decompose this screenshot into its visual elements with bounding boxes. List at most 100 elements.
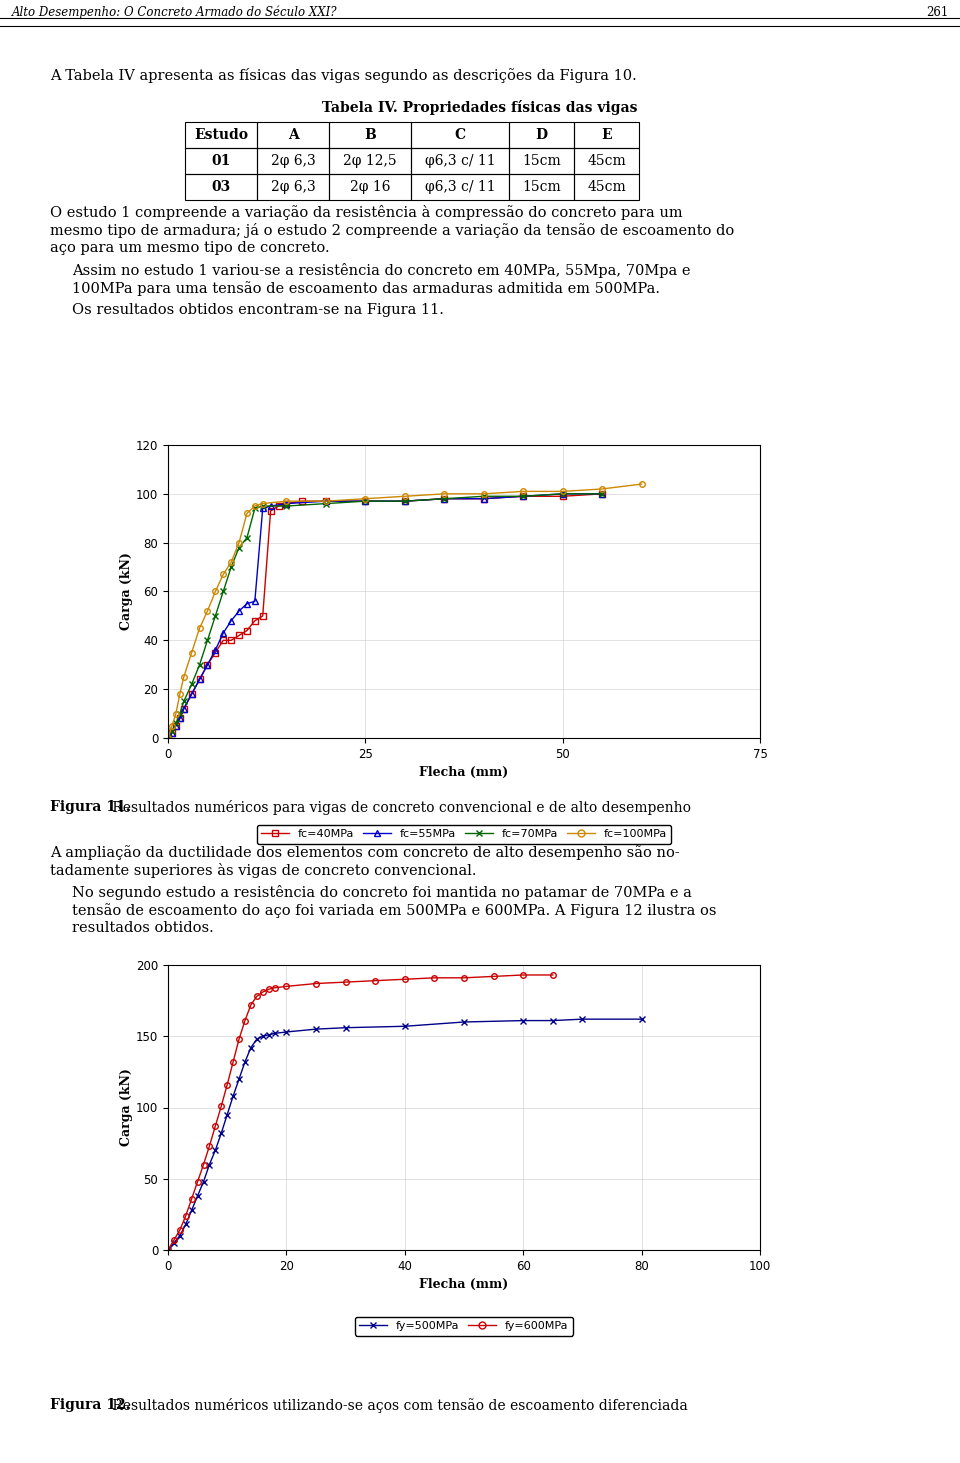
fc=100MPa [209, 582, 221, 600]
Bar [185, 121, 257, 148]
fy=600MPa [198, 1156, 209, 1173]
Text: A ampliação da ductilidade dos elementos com concreto de alto desempenho são no-: A ampliação da ductilidade dos elementos… [50, 846, 680, 860]
fc=100MPa [399, 487, 411, 505]
fy=600MPa [399, 970, 411, 988]
fc=100MPa [439, 486, 450, 503]
fy=500MPa [636, 1011, 647, 1028]
fy=500MPa [215, 1125, 228, 1143]
Bar [509, 121, 574, 148]
fy=600MPa [239, 1012, 251, 1030]
Bar [185, 174, 257, 200]
fy=500MPa [239, 1053, 251, 1071]
Legend: fy=500MPa, fy=600MPa: fy=500MPa, fy=600MPa [355, 1317, 573, 1336]
Bar [574, 148, 639, 174]
fy=600MPa [488, 967, 499, 985]
Bar [257, 148, 329, 174]
fc=55MPa [186, 685, 198, 702]
Bar [257, 174, 329, 200]
fy=500MPa [204, 1156, 215, 1173]
fc=55MPa [249, 593, 260, 610]
fc=40MPa [273, 497, 284, 515]
Text: Alto Desempenho: O Concreto Armado do Século XXI?: Alto Desempenho: O Concreto Armado do Sé… [12, 6, 338, 19]
fc=70MPa [202, 632, 213, 650]
fc=100MPa [226, 553, 237, 571]
Line: fy=600MPa: fy=600MPa [165, 973, 556, 1252]
fc=100MPa [170, 705, 181, 723]
Text: resultados obtidos.: resultados obtidos. [72, 922, 214, 935]
fc=100MPa [320, 493, 331, 511]
fy=500MPa [222, 1106, 233, 1124]
fc=70MPa [174, 705, 185, 723]
Text: 261: 261 [925, 6, 948, 19]
fc=70MPa [241, 530, 252, 547]
fc=70MPa [226, 559, 237, 576]
Text: E: E [601, 127, 612, 142]
fy=500MPa [252, 1030, 263, 1048]
fc=100MPa [596, 480, 608, 497]
fc=55MPa [517, 487, 529, 505]
Line: fc=55MPa: fc=55MPa [165, 492, 605, 740]
Text: A Tabela IV apresenta as físicas das vigas segundo as descrições da Figura 10.: A Tabela IV apresenta as físicas das vig… [50, 67, 636, 83]
Bar [411, 174, 509, 200]
fc=70MPa [596, 486, 608, 503]
fy=500MPa [228, 1087, 239, 1105]
fy=600MPa [252, 988, 263, 1005]
fc=40MPa [202, 655, 213, 673]
fc=40MPa [166, 724, 178, 742]
Bar [257, 121, 329, 148]
fy=500MPa [233, 1071, 245, 1088]
fc=40MPa [557, 487, 568, 505]
Text: No segundo estudo a resistência do concreto foi mantida no patamar de 70MPa e a: No segundo estudo a resistência do concr… [72, 885, 692, 900]
fc=40MPa [186, 685, 198, 702]
fc=100MPa [636, 475, 647, 493]
fy=600MPa [517, 966, 529, 983]
fc=70MPa [186, 676, 198, 693]
fy=600MPa [257, 983, 269, 1001]
fc=40MPa [209, 644, 221, 661]
fc=70MPa [233, 538, 245, 556]
fc=40MPa [360, 493, 372, 511]
fc=100MPa [233, 534, 245, 552]
fc=40MPa [399, 493, 411, 511]
fc=100MPa [478, 486, 490, 503]
fc=55MPa [166, 724, 178, 742]
Bar [574, 174, 639, 200]
fc=55MPa [233, 603, 245, 620]
Bar [411, 148, 509, 174]
fy=600MPa [174, 1222, 185, 1239]
fc=55MPa [174, 710, 185, 727]
fc=55MPa [360, 493, 372, 511]
fc=55MPa [478, 490, 490, 508]
Text: A: A [288, 127, 299, 142]
fc=40MPa [265, 502, 276, 519]
Text: 2φ 6,3: 2φ 6,3 [271, 180, 316, 195]
Text: 100MPa para uma tensão de escoamento das armaduras admitida em 500MPa.: 100MPa para uma tensão de escoamento das… [72, 281, 660, 296]
Text: 2φ 12,5: 2φ 12,5 [343, 154, 396, 168]
Text: 2φ 16: 2φ 16 [349, 180, 391, 195]
fc=70MPa [399, 493, 411, 511]
fy=600MPa [186, 1189, 198, 1207]
Text: Tabela IV. Propriedades físicas das vigas: Tabela IV. Propriedades físicas das viga… [323, 99, 637, 116]
Bar [329, 121, 411, 148]
fc=100MPa [218, 566, 229, 584]
fc=70MPa [320, 494, 331, 512]
fc=100MPa [186, 644, 198, 661]
fy=500MPa [209, 1141, 221, 1159]
Text: 45cm: 45cm [588, 154, 626, 168]
fy=500MPa [192, 1186, 204, 1204]
fc=40MPa [226, 632, 237, 650]
Bar [411, 121, 509, 148]
fc=70MPa [162, 729, 174, 746]
Line: fy=500MPa: fy=500MPa [165, 1017, 644, 1252]
fy=600MPa [192, 1173, 204, 1191]
fy=600MPa [428, 969, 440, 986]
fy=600MPa [310, 974, 322, 992]
fy=500MPa [547, 1012, 559, 1030]
fc=55MPa [170, 717, 181, 734]
Text: D: D [536, 127, 547, 142]
fc=100MPa [249, 497, 260, 515]
fy=500MPa [340, 1018, 351, 1036]
fc=70MPa [218, 582, 229, 600]
fy=600MPa [228, 1053, 239, 1071]
Text: 15cm: 15cm [522, 180, 561, 195]
